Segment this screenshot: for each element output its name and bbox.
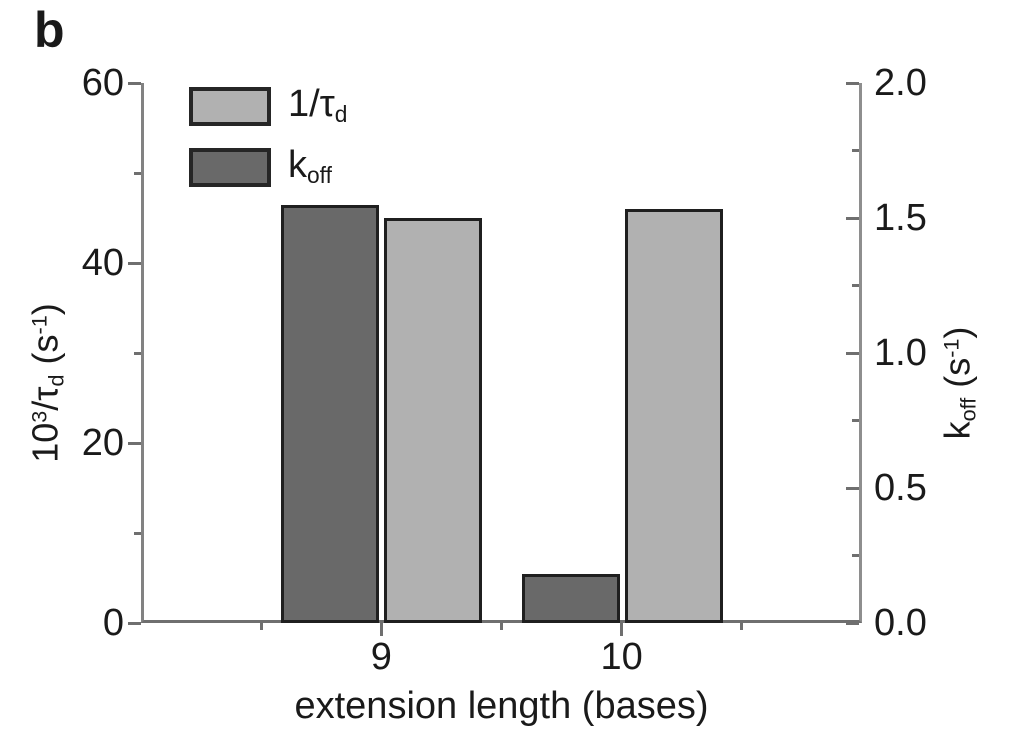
x-axis-tick-label: 9 <box>370 636 392 678</box>
right-axis-tick <box>846 486 859 490</box>
x-axis-minor-tick <box>500 623 503 630</box>
left-axis-title-sup: -1 <box>26 315 52 335</box>
legend-label-sub: d <box>334 101 348 128</box>
left-axis-title-text: /τ <box>24 386 66 411</box>
left-axis-tick-label: 40 <box>81 242 124 284</box>
legend-label-inv-tau-d: 1/τd <box>288 83 347 129</box>
right-axis-tick <box>846 81 859 85</box>
x-axis-tick-label: 10 <box>600 636 643 678</box>
legend-label-sub: off <box>307 162 332 189</box>
left-axis-tick <box>128 621 141 625</box>
bar-koff-9 <box>281 204 380 623</box>
right-axis-tick <box>846 621 859 625</box>
left-axis-tick <box>128 261 141 265</box>
x-axis-minor-tick <box>259 623 263 630</box>
legend-swatch-inv-tau-d <box>189 86 271 126</box>
bar-inv_tau_d-10 <box>624 209 723 623</box>
legend-label-base: 1/τ <box>288 83 335 125</box>
right-axis-tick <box>846 216 859 220</box>
left-axis-tick-label: 0 <box>102 602 124 644</box>
left-axis-tick <box>128 81 141 85</box>
right-axis-tick-label: 0.5 <box>874 467 927 509</box>
legend-entry-koff: koff <box>189 144 347 190</box>
x-axis-title: extension length (bases) <box>294 685 709 727</box>
right-axis-tick-label: 1.5 <box>874 197 927 239</box>
left-axis-tick-label: 20 <box>81 422 124 464</box>
right-axis-minor-tick <box>852 554 859 557</box>
legend-swatch-koff <box>189 147 271 187</box>
left-axis-minor-tick <box>134 531 141 535</box>
left-axis-title-text: ) <box>24 303 66 316</box>
left-axis-title-sup: 3 <box>26 410 52 423</box>
right-axis-minor-tick <box>852 284 859 287</box>
left-axis-minor-tick <box>134 171 141 175</box>
right-axis-tick-label: 2.0 <box>874 62 927 104</box>
x-axis-tick <box>379 623 383 636</box>
x-axis-tick <box>620 623 624 636</box>
right-axis-title-sub: off <box>955 397 981 422</box>
right-axis-minor-tick <box>852 149 859 152</box>
right-axis-tick-label: 0.0 <box>874 602 927 644</box>
left-axis-tick-label: 60 <box>81 62 124 104</box>
x-axis-minor-tick <box>740 623 744 630</box>
right-axis-tick <box>846 351 859 355</box>
right-axis-title-text: k <box>936 421 978 440</box>
left-axis-minor-tick <box>134 351 141 355</box>
legend: 1/τd koff <box>189 83 347 190</box>
right-axis-tick-label: 1.0 <box>874 332 927 374</box>
bar-inv_tau_d-9 <box>384 218 483 623</box>
legend-label-base: k <box>288 144 307 186</box>
legend-label-koff: koff <box>288 144 332 190</box>
left-axis-tick <box>128 441 141 445</box>
left-axis-title-text: (s <box>24 334 66 375</box>
legend-entry-inv-tau-d: 1/τd <box>189 83 347 129</box>
right-axis-minor-tick <box>852 419 859 422</box>
plot-area <box>141 83 862 623</box>
panel-label: b <box>34 2 65 58</box>
left-axis-title-sub: d <box>43 374 69 387</box>
bar-koff-10 <box>521 574 620 623</box>
